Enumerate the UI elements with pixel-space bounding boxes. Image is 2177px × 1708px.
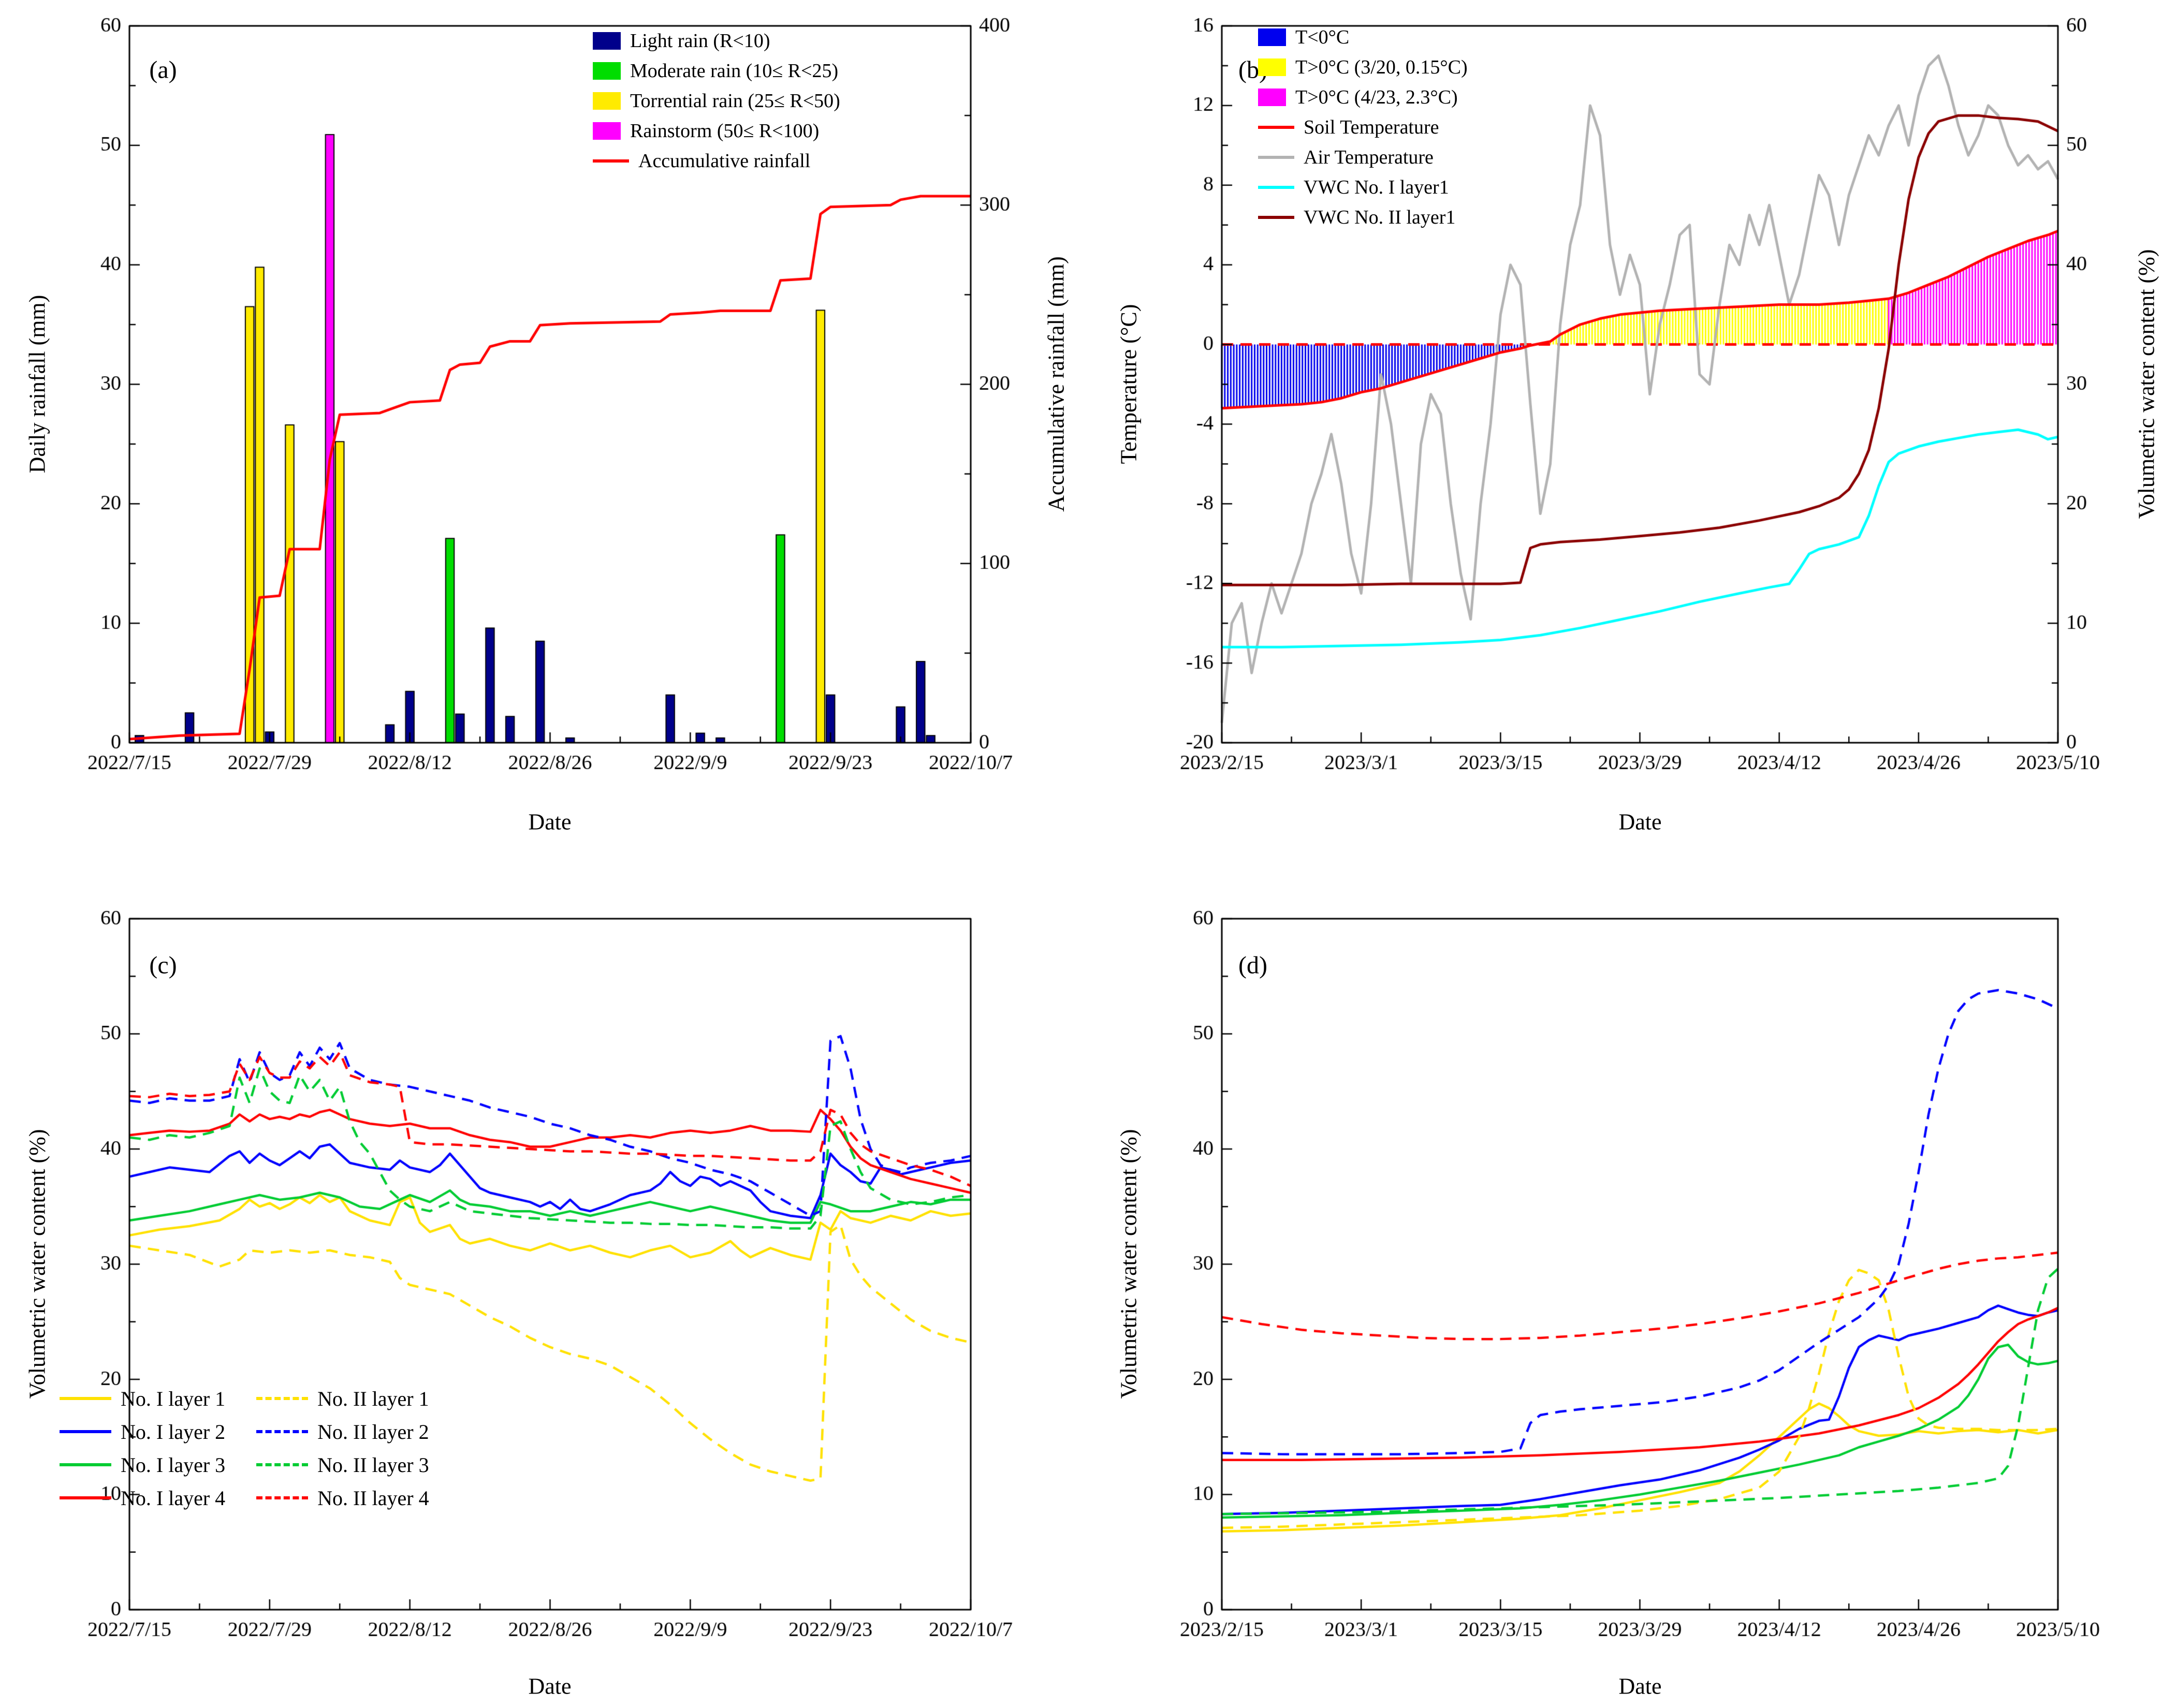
legend-item: No. I layer 4 (60, 1485, 225, 1510)
legend-line-sample (256, 1496, 309, 1499)
legend-item: Air Temperature (1258, 145, 1468, 170)
legend-item: Accumulative rainfall (593, 149, 840, 173)
legend-item: VWC No. II layer1 (1258, 205, 1468, 230)
panel-a-letter: (a) (149, 56, 177, 84)
legend-item: No. II layer 4 (256, 1485, 429, 1510)
legend-item: T<0°C (1258, 25, 1468, 50)
legend-label: No. II layer 4 (317, 1486, 429, 1510)
legend-item: No. II layer 1 (256, 1386, 429, 1411)
panel-a-legend: Light rain (R<10) Moderate rain (10≤ R<25… (593, 28, 840, 173)
legend-label: No. II layer 3 (317, 1453, 429, 1477)
panel-b-yaxis-title-right: Volumetric water content (%) (2134, 249, 2159, 519)
panel-b-plot (1090, 0, 2177, 854)
legend-swatch (593, 32, 621, 50)
legend-line-sample (1258, 156, 1294, 159)
legend-item: No. I layer 2 (60, 1419, 225, 1444)
panel-a-yaxis-title-right: Accumulative rainfall (mm) (1043, 256, 1069, 512)
legend-label: Moderate rain (10≤ R<25) (630, 60, 839, 82)
panel-b-xaxis-title: Date (1618, 809, 1662, 835)
legend-label: T>0°C (3/20, 0.15°C) (1295, 56, 1468, 78)
panel-a-xaxis-title: Date (528, 809, 572, 835)
panel-c-letter: (c) (149, 951, 177, 979)
legend-item: VWC No. I layer1 (1258, 175, 1468, 200)
legend-label: Light rain (R<10) (630, 30, 770, 52)
panel-b-legend: T<0°C T>0°C (3/20, 0.15°C) T>0°C (4/23, 2.… (1258, 25, 1468, 230)
legend-swatch (1258, 89, 1286, 106)
legend-label: Soil Temperature (1304, 116, 1439, 138)
legend-line-sample (60, 1496, 111, 1499)
panel-c-xaxis-title: Date (528, 1673, 572, 1699)
legend-line-sample (593, 159, 629, 163)
panel-d-plot (1090, 854, 2177, 1708)
legend-label: Torrential rain (25≤ R<50) (630, 90, 840, 112)
legend-label: No. II layer 1 (317, 1387, 429, 1410)
legend-item: No. I layer 3 (60, 1452, 225, 1477)
legend-line-sample (60, 1397, 111, 1400)
legend-item: Light rain (R<10) (593, 28, 840, 53)
legend-label: No. I layer 1 (121, 1387, 226, 1410)
legend-item: Rainstorm (50≤ R<100) (593, 119, 840, 143)
legend-swatch (1258, 28, 1286, 46)
legend-label: Air Temperature (1304, 146, 1434, 168)
legend-label: Accumulative rainfall (638, 150, 811, 172)
panel-d-xaxis-title: Date (1618, 1673, 1662, 1699)
legend-label: VWC No. I layer1 (1304, 176, 1449, 198)
panel-c-yaxis-title-left: Volumetric water content (%) (24, 1129, 50, 1399)
panel-c-plot (0, 854, 1087, 1708)
panel-a-yaxis-title-left: Daily rainfall (mm) (24, 295, 50, 474)
legend-label: No. I layer 3 (121, 1453, 226, 1477)
legend-item: No. I layer 1 (60, 1386, 225, 1411)
legend-line-sample (256, 1397, 309, 1400)
panel-d-letter: (d) (1238, 951, 1267, 979)
legend-swatch (593, 62, 621, 80)
legend-swatch (593, 92, 621, 110)
legend-line-sample (1258, 126, 1294, 129)
legend-swatch (593, 122, 621, 140)
legend-line-sample (256, 1463, 309, 1466)
legend-label: No. I layer 4 (121, 1486, 226, 1510)
legend-label: Rainstorm (50≤ R<100) (630, 120, 820, 142)
legend-line-sample (1258, 216, 1294, 219)
legend-line-sample (256, 1430, 309, 1433)
legend-label: No. I layer 2 (121, 1420, 226, 1444)
legend-item: Moderate rain (10≤ R<25) (593, 58, 840, 83)
legend-item: T>0°C (4/23, 2.3°C) (1258, 85, 1468, 110)
legend-item: No. II layer 3 (256, 1452, 429, 1477)
legend-label: No. II layer 2 (317, 1420, 429, 1444)
legend-label: VWC No. II layer1 (1304, 207, 1456, 228)
legend-line-sample (60, 1430, 111, 1433)
legend-item: Soil Temperature (1258, 115, 1468, 140)
legend-item: Torrential rain (25≤ R<50) (593, 89, 840, 113)
panel-c-legend: No. I layer 1 No. I layer 2 No. I layer 3 N… (60, 1386, 429, 1510)
legend-line-sample (60, 1463, 111, 1466)
legend-label: T>0°C (4/23, 2.3°C) (1295, 86, 1458, 108)
legend-item: T>0°C (3/20, 0.15°C) (1258, 55, 1468, 80)
legend-line-sample (1258, 186, 1294, 189)
legend-swatch (1258, 58, 1286, 76)
panel-d-yaxis-title-left: Volumetric water content (%) (1116, 1129, 1142, 1399)
panel-b-yaxis-title-left: Temperature (°C) (1116, 304, 1142, 464)
legend-label: T<0°C (1295, 26, 1350, 48)
panel-a-plot (0, 0, 1087, 854)
legend-item: No. II layer 2 (256, 1419, 429, 1444)
